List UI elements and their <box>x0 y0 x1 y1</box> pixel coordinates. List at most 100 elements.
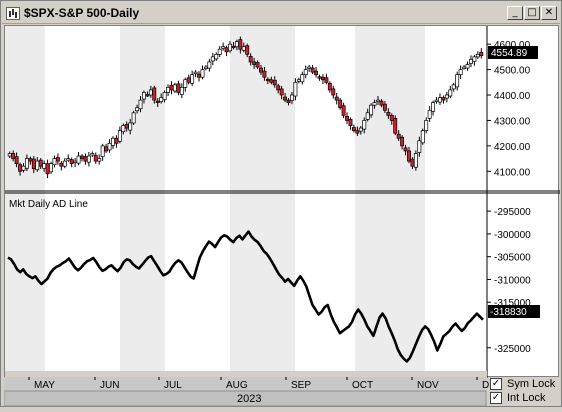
candle-body <box>7 153 12 157</box>
ad-tick-label: -305000 <box>494 253 531 264</box>
month-labels: MAY JUN JUL AUG SEP OCT NOV D <box>28 377 489 391</box>
candle-body <box>420 130 425 144</box>
month-shade-band <box>120 26 165 371</box>
candle-body <box>117 130 122 142</box>
ad-line-series <box>7 230 484 363</box>
candle-body <box>259 67 263 73</box>
candle-body <box>166 87 171 93</box>
candle-body <box>197 73 201 78</box>
month-label: AUG <box>226 380 248 391</box>
candle-body <box>407 150 411 162</box>
candle-body <box>80 155 84 159</box>
candle-body <box>214 53 219 60</box>
candle-body <box>21 165 26 171</box>
candle-body <box>376 99 380 102</box>
candle-body <box>369 104 374 116</box>
candle-body <box>59 162 64 167</box>
sym-lock-checkbox[interactable]: ✓ <box>490 378 502 390</box>
ad-tick-label: -300000 <box>494 230 531 241</box>
ad-line-panel[interactable] <box>7 230 484 363</box>
candle-body <box>217 48 222 55</box>
title-bar[interactable]: $SPX-S&P 500-Daily _ □ ✕ <box>2 2 560 24</box>
candle-body <box>128 122 133 131</box>
candle-body <box>55 157 60 162</box>
year-label: 2023 <box>237 393 261 405</box>
candle-body <box>248 56 253 63</box>
candle-body <box>86 155 91 163</box>
candle-body <box>389 115 394 121</box>
chart-canvas[interactable]: Mkt Daily AD Line 4600.004500.004400.004… <box>5 26 560 378</box>
candle-body <box>400 136 405 147</box>
candle-body <box>104 146 109 152</box>
candle-body <box>327 82 332 91</box>
candle-body <box>159 97 164 102</box>
candle-body <box>448 89 453 97</box>
candle-body <box>231 45 236 49</box>
candle-body <box>441 97 446 101</box>
candle-body <box>76 155 81 164</box>
candle-body <box>455 74 460 88</box>
candle-body <box>341 105 346 116</box>
candle-body <box>172 84 177 92</box>
candle-body <box>241 46 246 51</box>
candle-body <box>458 69 463 76</box>
candle-body <box>28 158 33 162</box>
candle-body <box>228 43 232 52</box>
candle-body <box>200 69 205 78</box>
candle-body <box>100 145 105 157</box>
candle-body <box>413 153 418 168</box>
price-tick-label: 4100.00 <box>494 167 531 178</box>
month-label: NOV <box>417 380 439 391</box>
candle-body <box>469 59 473 64</box>
candle-body <box>351 127 356 131</box>
candle-body <box>190 74 195 84</box>
month-label: D <box>482 380 489 391</box>
candle-body <box>203 66 208 69</box>
candle-body <box>66 158 71 161</box>
candle-body <box>49 163 53 173</box>
candle-body <box>382 103 387 111</box>
last-price-value: 4554.89 <box>491 48 528 59</box>
candle-body <box>11 153 16 159</box>
candle-body <box>434 99 439 102</box>
candle-body <box>269 79 274 83</box>
candle-body <box>90 153 95 156</box>
price-tick-label: 4500.00 <box>494 66 531 77</box>
price-panel[interactable] <box>7 36 484 179</box>
sym-lock-toggle[interactable]: ✓ Sym Lock <box>490 377 555 391</box>
month-shading <box>5 26 425 371</box>
candle-body <box>331 88 336 96</box>
candle-body <box>265 78 270 82</box>
candle-body <box>410 158 415 167</box>
candle-body <box>262 70 267 78</box>
candle-body <box>18 164 22 172</box>
candle-body <box>121 125 126 132</box>
month-shade-band <box>355 26 425 371</box>
candle-body <box>317 76 322 79</box>
last-ad-badge <box>488 305 540 318</box>
candle-body <box>111 137 115 146</box>
month-label: MAY <box>34 380 55 391</box>
candle-body <box>417 140 422 153</box>
candle-body <box>114 137 119 144</box>
minimize-button[interactable]: _ <box>507 6 523 20</box>
candle-body <box>393 118 398 134</box>
close-button[interactable]: ✕ <box>541 6 557 20</box>
candle-body <box>224 47 229 53</box>
candle-body <box>124 124 129 129</box>
chart-area[interactable]: Mkt Daily AD Line 4600.00 4500.00 4400.00 4… <box>4 25 560 378</box>
candle-body <box>475 53 480 58</box>
candle-body <box>152 87 157 101</box>
candle-body <box>155 100 160 103</box>
ad-panel-label: Mkt Daily AD Line <box>9 199 88 210</box>
candle-body <box>386 111 391 116</box>
candle-body <box>362 120 367 130</box>
int-lock-toggle[interactable]: ✓ Int Lock <box>490 391 546 405</box>
candle-body <box>403 147 408 152</box>
candle-body <box>93 155 98 162</box>
candle-body <box>320 76 325 81</box>
maximize-button[interactable]: □ <box>524 6 540 20</box>
int-lock-checkbox[interactable]: ✓ <box>490 392 502 404</box>
candle-body <box>296 79 301 82</box>
candle-body <box>42 163 47 169</box>
